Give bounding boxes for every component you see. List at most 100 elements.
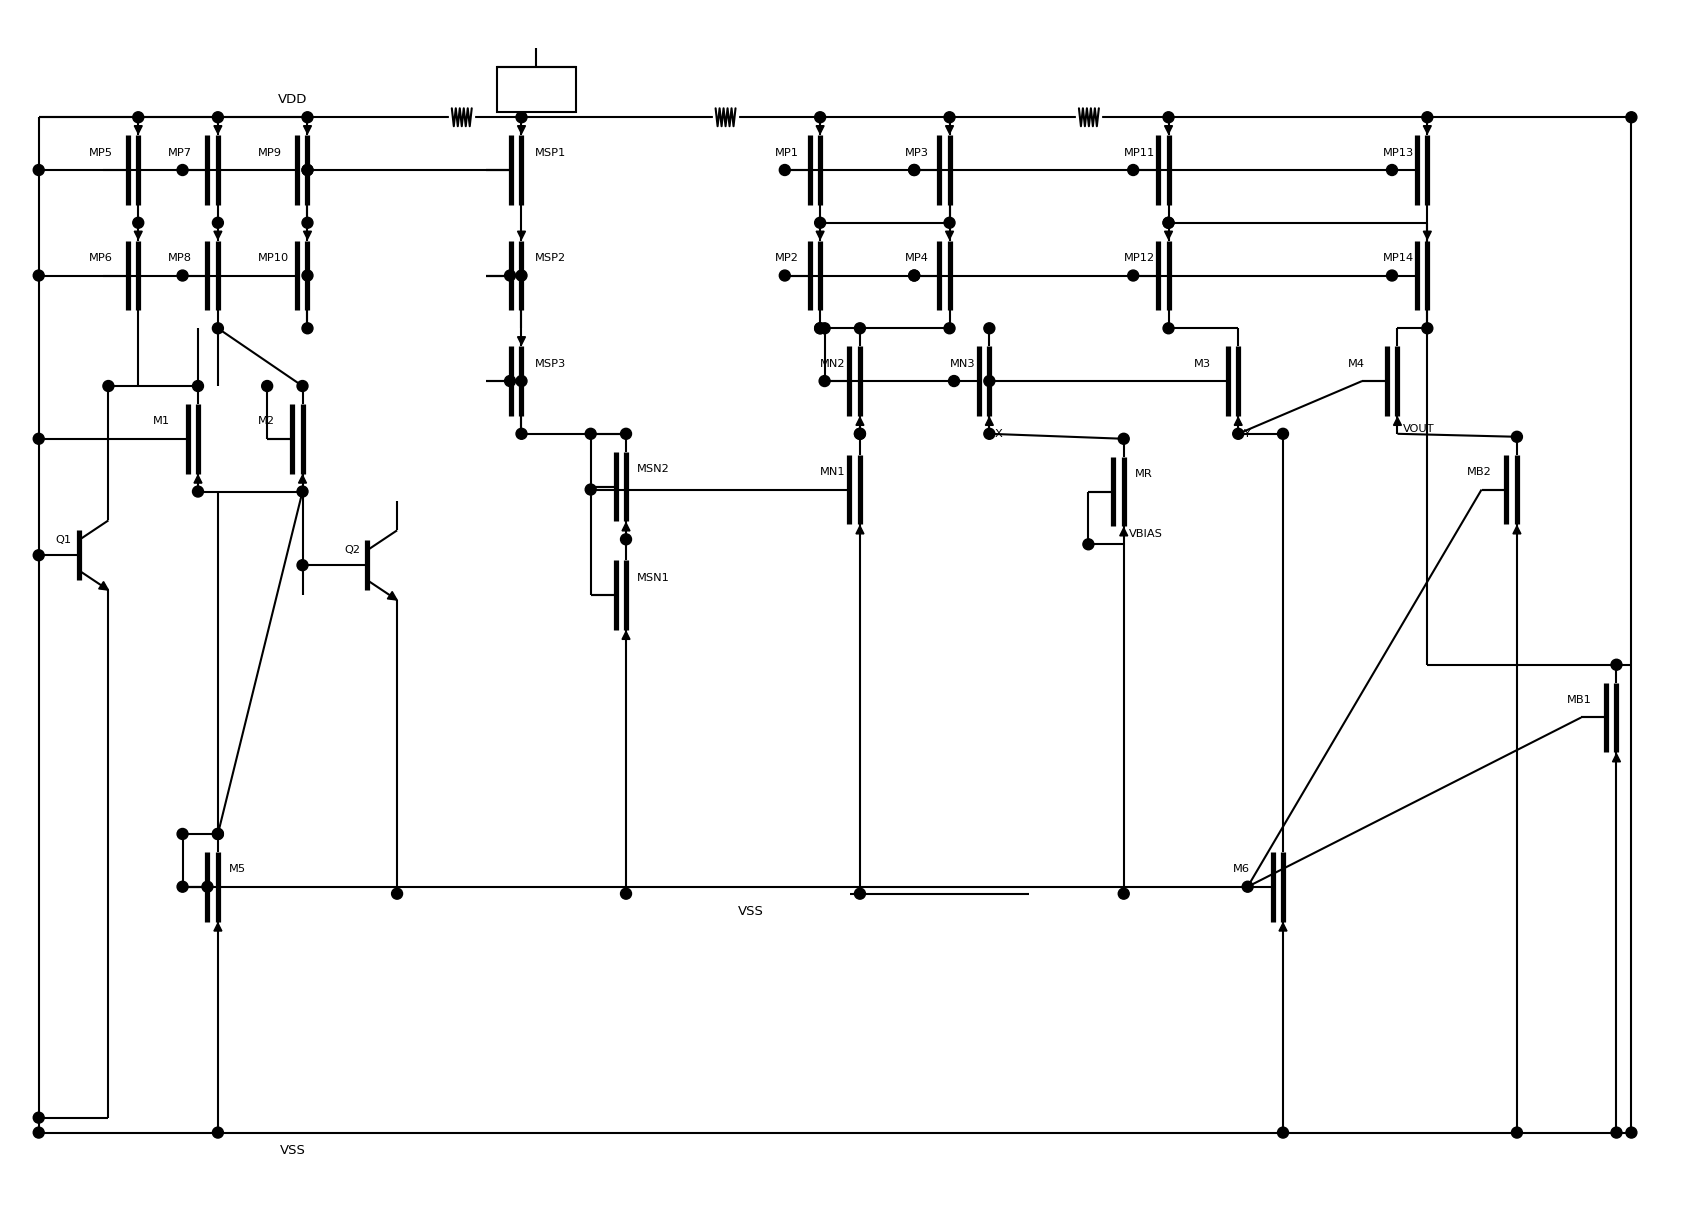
Polygon shape [1423,231,1431,239]
Circle shape [909,164,919,175]
Circle shape [1277,429,1289,440]
Polygon shape [517,231,526,239]
Text: M6: M6 [1233,864,1250,875]
Polygon shape [1279,923,1287,931]
Circle shape [621,533,631,544]
Circle shape [814,112,826,123]
Circle shape [176,829,188,840]
Circle shape [1387,270,1398,281]
Circle shape [945,112,955,123]
Circle shape [212,829,224,840]
Text: MP10: MP10 [258,253,288,264]
Circle shape [193,380,204,391]
Polygon shape [193,475,202,484]
Polygon shape [1165,125,1172,134]
Circle shape [34,434,44,445]
Circle shape [132,217,144,228]
Circle shape [1084,538,1094,549]
Polygon shape [816,125,824,134]
Text: MN1: MN1 [821,467,846,477]
Circle shape [945,323,955,334]
Polygon shape [214,125,222,134]
Circle shape [1128,270,1138,281]
Circle shape [585,484,597,495]
Circle shape [1511,431,1523,442]
Circle shape [212,323,224,334]
Circle shape [193,486,204,497]
Circle shape [621,429,631,440]
Polygon shape [214,231,222,239]
Polygon shape [985,418,994,425]
Circle shape [176,164,188,175]
Text: M3: M3 [1194,358,1211,368]
Text: MP8: MP8 [168,253,192,264]
Circle shape [297,486,309,497]
Text: M5: M5 [229,864,246,875]
Circle shape [261,380,273,391]
Text: MP2: MP2 [775,253,799,264]
Circle shape [984,323,996,334]
Circle shape [1626,112,1637,123]
Circle shape [1241,881,1253,892]
Text: VOUT: VOUT [1403,424,1435,434]
Circle shape [212,112,224,123]
Circle shape [103,380,114,391]
Circle shape [34,164,44,175]
Circle shape [909,270,919,281]
Circle shape [297,380,309,391]
Text: MSP3: MSP3 [534,358,566,368]
Circle shape [212,1128,224,1138]
Circle shape [909,164,919,175]
Circle shape [505,375,516,386]
Circle shape [1163,217,1174,228]
Text: MP11: MP11 [1124,147,1155,158]
Circle shape [1118,434,1130,445]
Text: VDD: VDD [278,92,307,106]
Circle shape [302,112,314,123]
Circle shape [1421,112,1433,123]
Circle shape [819,375,829,386]
Text: MP3: MP3 [904,147,929,158]
Polygon shape [304,125,312,134]
Polygon shape [816,231,824,239]
Polygon shape [214,923,222,931]
Circle shape [302,164,314,175]
Circle shape [1387,164,1398,175]
Circle shape [1128,164,1138,175]
Circle shape [297,560,309,571]
Text: MSP1: MSP1 [534,147,566,158]
Polygon shape [1119,527,1128,536]
Circle shape [780,164,790,175]
Text: MP14: MP14 [1382,253,1414,264]
Text: X: X [994,429,1002,439]
Circle shape [855,429,865,440]
Polygon shape [98,582,109,590]
Text: MP13: MP13 [1382,147,1414,158]
Circle shape [1421,323,1433,334]
Circle shape [909,270,919,281]
Circle shape [621,888,631,899]
Text: Q1: Q1 [56,536,71,546]
Text: MR: MR [1135,469,1153,479]
Polygon shape [517,337,526,345]
Circle shape [516,375,527,386]
Text: MP4: MP4 [904,253,929,264]
Polygon shape [1513,526,1521,533]
Text: MN2: MN2 [821,358,846,368]
Polygon shape [517,125,526,134]
Text: MP5: MP5 [88,147,112,158]
Text: MN3: MN3 [950,358,975,368]
Bar [497,68,577,112]
Circle shape [1277,1128,1289,1138]
Circle shape [176,881,188,892]
Circle shape [516,270,527,281]
Circle shape [516,429,527,440]
Polygon shape [1613,753,1620,762]
Text: Q2: Q2 [344,546,360,555]
Circle shape [1611,660,1621,671]
Circle shape [1163,217,1174,228]
Text: MP6: MP6 [88,253,112,264]
Text: MP9: MP9 [258,147,282,158]
Circle shape [176,270,188,281]
Polygon shape [856,418,863,425]
